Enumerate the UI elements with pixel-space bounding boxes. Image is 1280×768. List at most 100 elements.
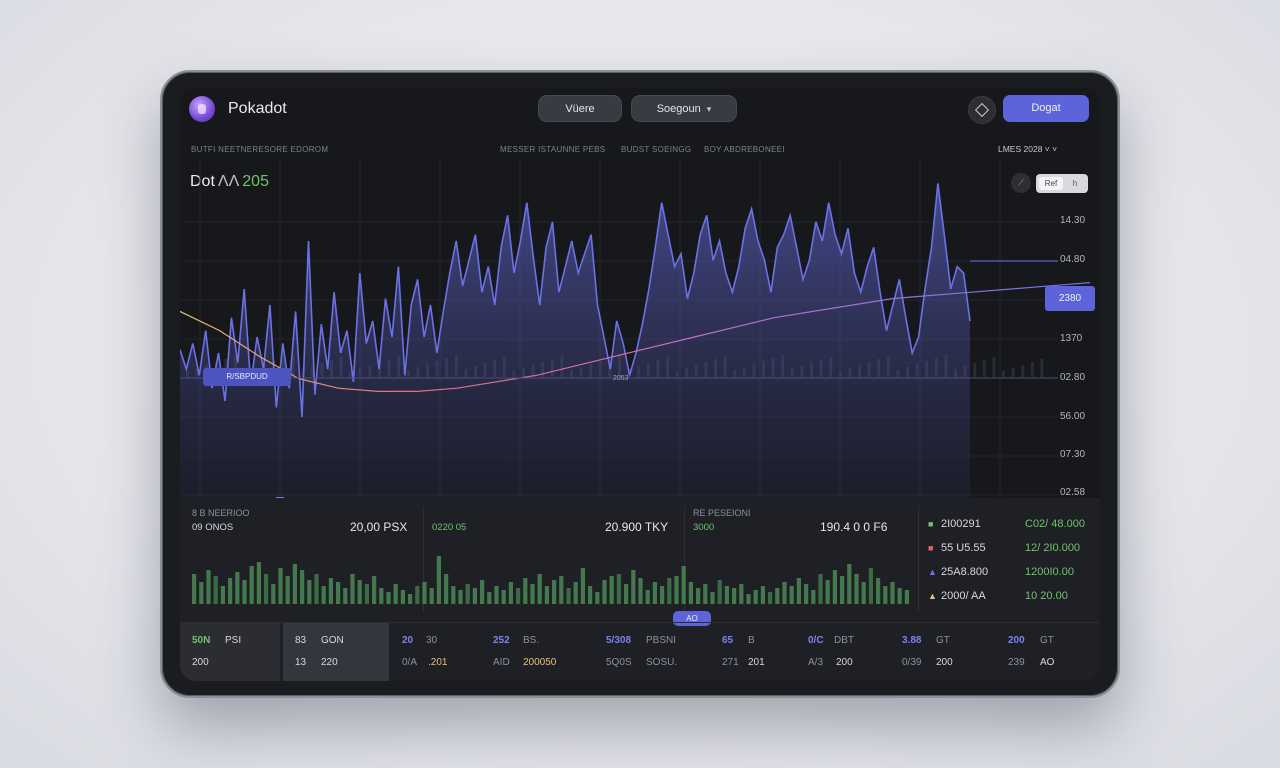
volume-panel-1: 8 B NEERIOO 09 ONOS 20,00 PSX bbox=[180, 506, 424, 612]
ticker-cell-d: 200 bbox=[836, 657, 853, 668]
volume-bar bbox=[292, 564, 297, 604]
volume-bar bbox=[840, 576, 845, 604]
volume-bar bbox=[228, 578, 233, 604]
price-chart[interactable] bbox=[180, 157, 1100, 502]
ticker-cell-b: PSI bbox=[225, 635, 242, 646]
volume-bar bbox=[876, 578, 881, 604]
ticker-cell-b: GT bbox=[936, 635, 950, 646]
ticker-cell-c: AID bbox=[493, 657, 510, 668]
volume-bar bbox=[192, 574, 197, 604]
volume-bar bbox=[386, 592, 391, 604]
ticker-cell-a: 200 bbox=[1008, 635, 1025, 646]
volume-bar bbox=[739, 584, 744, 604]
ticker-cell[interactable]: 20 30 0/A .201 bbox=[402, 623, 492, 681]
background-bar bbox=[1002, 371, 1005, 377]
ticker-cell[interactable]: 65 B 271 201 bbox=[722, 623, 802, 681]
price-area bbox=[180, 183, 970, 502]
ticker-header: Dot ΛΛ 205 bbox=[190, 173, 269, 191]
volume-bar bbox=[213, 576, 218, 604]
ticker-cell[interactable]: 3.88 GT 0/39 200 bbox=[902, 623, 982, 681]
volume-panel-2: 0220 05 20.900 TKY bbox=[424, 506, 685, 612]
logo-icon[interactable] bbox=[189, 96, 215, 122]
panel-value: 190.4 0 0 F6 bbox=[820, 520, 888, 534]
ticker-cell[interactable]: 0/C DBT A/3 200 bbox=[808, 623, 888, 681]
y-tick: 56.00 bbox=[1060, 411, 1086, 422]
panel-title: RE PESEIONI bbox=[693, 508, 751, 518]
volume-bar bbox=[393, 584, 398, 604]
subnav-tab-3[interactable]: BOY ABDREBONEEI bbox=[704, 145, 785, 154]
volume-bar bbox=[285, 576, 290, 604]
toggle-option-b[interactable]: h bbox=[1072, 179, 1078, 188]
volume-bar bbox=[703, 584, 708, 604]
volume-bar bbox=[220, 586, 225, 604]
ticker-cell-d: 200050 bbox=[523, 657, 557, 668]
background-bar bbox=[1021, 365, 1025, 377]
volume-bar bbox=[652, 582, 657, 604]
toggle-option-a[interactable]: Ref bbox=[1039, 177, 1063, 190]
stat-left: 55 U5.55 bbox=[941, 542, 986, 554]
ticker-cell-b: DBT bbox=[834, 635, 854, 646]
session-dropdown[interactable]: Soegoun ▾ bbox=[631, 95, 737, 122]
panel-value: 20,00 PSX bbox=[350, 520, 408, 534]
subnav-tab-2[interactable]: BUDST SOEINGG bbox=[621, 145, 692, 154]
stat-icon: ■ bbox=[928, 519, 934, 529]
panel-sub: 09 ONOS bbox=[192, 522, 234, 533]
volume-bar bbox=[861, 582, 866, 604]
volume-bar bbox=[436, 556, 441, 604]
volume-bar bbox=[494, 586, 499, 604]
draw-tool-button[interactable]: ⟋ bbox=[1011, 173, 1031, 193]
ticker-cell-a: 83 bbox=[295, 635, 307, 646]
ticker-cell[interactable]: 83 GON 13 220 bbox=[283, 623, 389, 681]
volume-bar bbox=[667, 578, 672, 604]
volume-bar bbox=[544, 586, 549, 604]
range-selector[interactable]: LMES 2028 ˅ ˅ bbox=[998, 144, 1058, 154]
subnav-tab-1[interactable]: MESSER ISTAUNNE PEBS bbox=[500, 145, 606, 154]
price-line bbox=[180, 183, 971, 418]
subnav-left[interactable]: BUTFI NEETNERESORE EDOROM bbox=[191, 145, 329, 154]
ticker-cell-d: AO bbox=[1040, 657, 1055, 668]
ticker-cell-b: 30 bbox=[426, 635, 438, 646]
volume-bar bbox=[825, 580, 830, 604]
volume-bar bbox=[408, 594, 413, 604]
volume-bar bbox=[422, 582, 427, 604]
y-tick: 1370 bbox=[1060, 333, 1083, 344]
stat-left: 2I00291 bbox=[941, 518, 981, 530]
volume-bars bbox=[192, 556, 909, 604]
volume-bar bbox=[451, 586, 456, 604]
volume-bar bbox=[796, 578, 801, 604]
volume-bar bbox=[688, 582, 693, 604]
settings-button[interactable] bbox=[968, 96, 996, 124]
volume-bar bbox=[616, 574, 621, 604]
volume-bar bbox=[357, 580, 362, 604]
ticker-cell[interactable]: 50N PSI 200 bbox=[180, 623, 280, 681]
ticker-cell-b: PBSNI bbox=[646, 635, 677, 646]
volume-bar bbox=[372, 576, 377, 604]
volume-bar bbox=[278, 568, 283, 604]
view-button[interactable]: Vüere bbox=[538, 95, 622, 122]
ticker-cell[interactable]: 252 BS. AID 200050 bbox=[493, 623, 593, 681]
chart-mode-toggle[interactable]: Ref h bbox=[1036, 174, 1088, 193]
primary-action-button[interactable]: Dogat bbox=[1003, 95, 1089, 122]
ticker-cell[interactable]: 5/308 PBSNI 5Q0S SOSU. bbox=[606, 623, 706, 681]
ticker-name: Dot bbox=[190, 173, 215, 190]
app-title: Pokadot bbox=[228, 100, 287, 117]
volume-bar bbox=[343, 588, 348, 604]
ticker-cell-d: 200 bbox=[936, 657, 953, 668]
volume-bar bbox=[602, 580, 607, 604]
crosshair-tooltip: R/SBPDUD bbox=[203, 368, 291, 386]
volume-bar bbox=[472, 588, 477, 604]
ticker-cell[interactable]: 200 GT 239 AO bbox=[1008, 623, 1088, 681]
volume-bar bbox=[271, 584, 276, 604]
volume-bar bbox=[847, 564, 852, 604]
trend-line bbox=[180, 282, 1091, 392]
background-bar bbox=[1040, 359, 1044, 377]
volume-bar bbox=[832, 570, 837, 604]
stat-right: 12/ 2I0.000 bbox=[1025, 542, 1081, 554]
stat-icon: ▲ bbox=[928, 567, 937, 577]
volume-bar bbox=[904, 590, 909, 604]
volume-bar bbox=[724, 586, 729, 604]
volume-bar bbox=[199, 582, 204, 604]
background-bar bbox=[982, 360, 986, 377]
stat-right: 1200I0.00 bbox=[1025, 566, 1074, 578]
panel-title: 8 B NEERIOO bbox=[192, 508, 250, 518]
